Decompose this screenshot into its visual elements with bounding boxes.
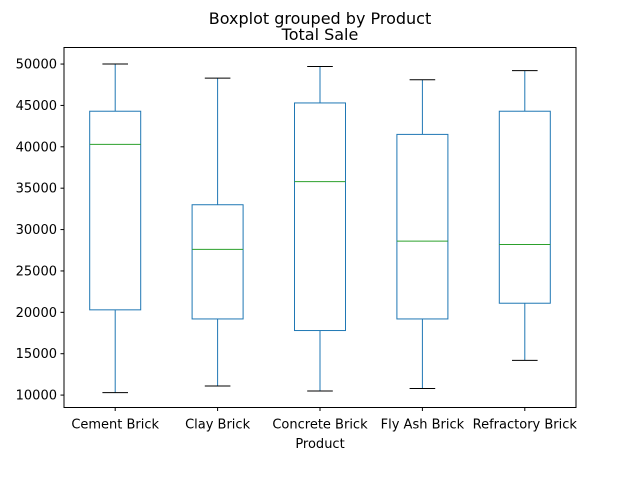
- box: [498, 110, 551, 304]
- plot-area: [89, 63, 551, 394]
- box-group-concrete-brick: [294, 66, 346, 392]
- box: [294, 102, 346, 332]
- chart-suptitle: Boxplot grouped by Product: [209, 9, 432, 28]
- box: [396, 133, 449, 320]
- y-axis: 10000 15000 20000 25000 30000 35000 40000 45000…: [16, 58, 64, 404]
- x-tick-label: Fly Ash Brick: [381, 418, 465, 433]
- chart-title: Total Sale: [281, 25, 359, 44]
- x-tick-label: Clay Brick: [185, 418, 251, 433]
- y-tick-label: 35000: [16, 182, 57, 197]
- y-tick-label: 30000: [16, 223, 57, 238]
- y-tick-label: 20000: [16, 306, 57, 321]
- box-group-clay-brick: [191, 77, 244, 387]
- y-tick-label: 25000: [16, 264, 57, 279]
- x-axis: Cement Brick Clay Brick Concrete Brick Fly …: [71, 407, 578, 433]
- x-tick-label: Cement Brick: [71, 418, 159, 433]
- y-tick-label: 10000: [16, 389, 57, 404]
- y-tick-label: 15000: [16, 347, 57, 362]
- x-tick-label: Concrete Brick: [272, 418, 368, 433]
- box-group-refractory-brick: [498, 70, 551, 361]
- x-tick-label: Refractory Brick: [473, 418, 578, 433]
- y-tick-label: 50000: [16, 58, 57, 73]
- y-tick-label: 40000: [16, 140, 57, 155]
- box: [191, 204, 244, 320]
- y-tick-label: 45000: [16, 99, 57, 114]
- x-axis-label: Product: [295, 437, 344, 452]
- box-group-fly-ash-brick: [396, 79, 449, 389]
- box-group-cement-brick: [89, 63, 142, 394]
- box: [89, 110, 142, 311]
